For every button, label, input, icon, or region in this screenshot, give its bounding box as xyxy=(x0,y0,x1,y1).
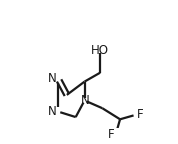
Text: F: F xyxy=(108,128,114,141)
Text: N: N xyxy=(81,94,90,107)
Text: N: N xyxy=(48,72,57,85)
Text: N: N xyxy=(48,105,57,118)
Text: F: F xyxy=(137,108,143,121)
Text: HO: HO xyxy=(91,44,109,57)
